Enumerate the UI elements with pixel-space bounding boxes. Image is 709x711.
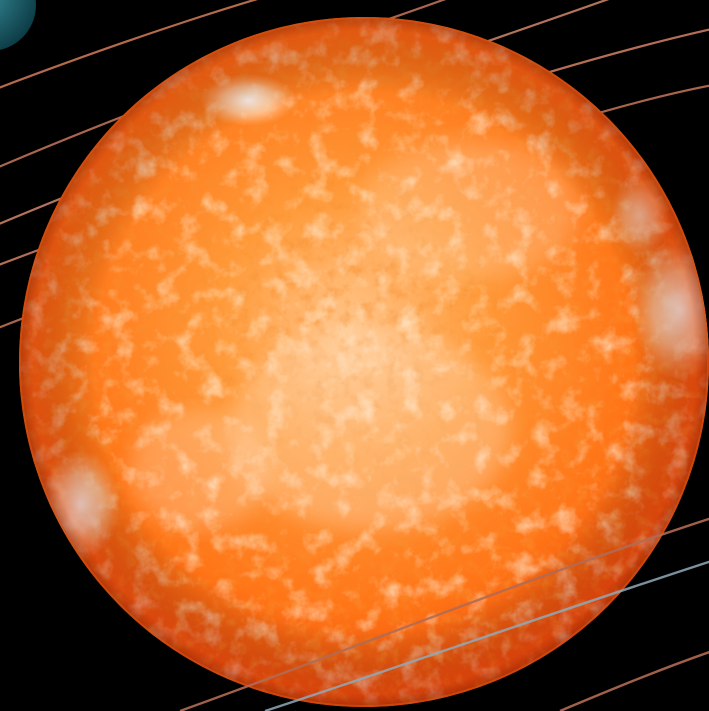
planet-disc bbox=[0, 0, 36, 50]
orbit-path bbox=[559, 650, 709, 711]
orbit-path bbox=[0, 0, 259, 89]
orbit-path bbox=[179, 517, 709, 711]
orbit-path bbox=[264, 560, 709, 711]
